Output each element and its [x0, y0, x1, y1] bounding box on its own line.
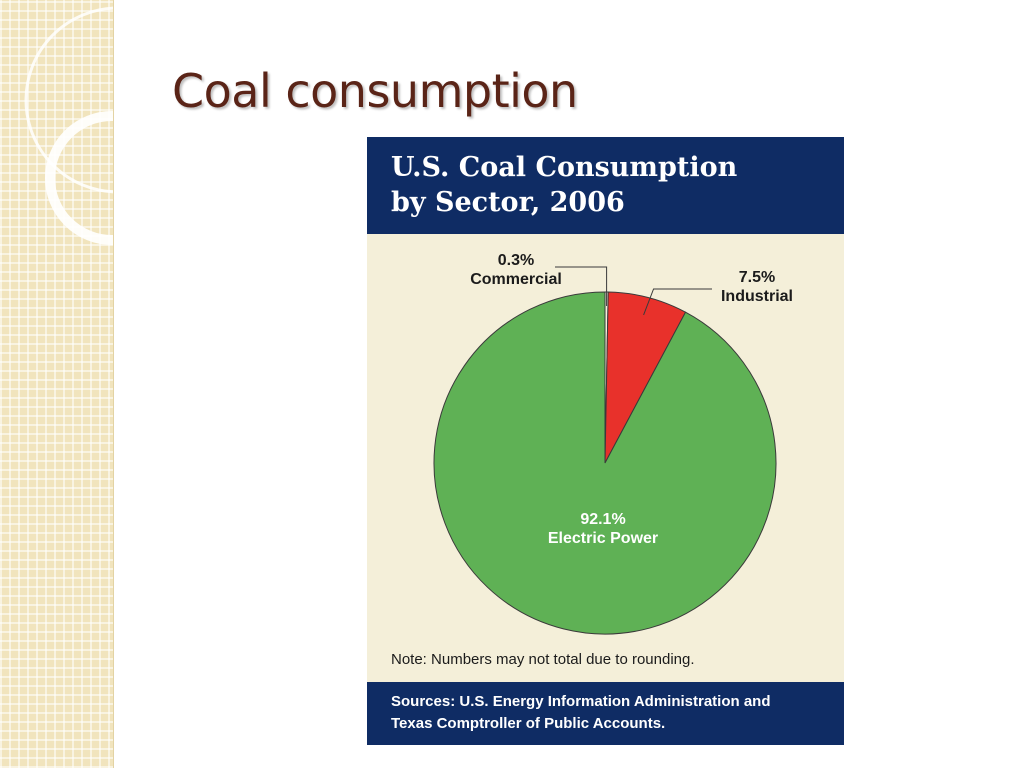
pie-plot-area: 0.3% Commercial 7.5% Industrial 92.1% Electri… [367, 234, 844, 681]
chart-sources: Sources: U.S. Energy Information Adminis… [391, 691, 771, 735]
chart-footer: Sources: U.S. Energy Information Adminis… [367, 682, 844, 745]
commercial-leader-line [555, 266, 608, 307]
slide-title: Coal consumption [172, 64, 578, 118]
chart-title-line-1: U.S. Coal Consumption [391, 152, 738, 183]
decorative-circles [24, 6, 113, 245]
sources-line-1: Sources: U.S. Energy Information Adminis… [391, 693, 771, 710]
label-commercial: 0.3% Commercial [470, 252, 562, 288]
decorative-sidebar [0, 0, 114, 768]
sources-line-2: Texas Comptroller of Public Accounts. [391, 715, 666, 732]
chart-title: U.S. Coal Consumption by Sector, 2006 [391, 150, 737, 220]
chart-figure: U.S. Coal Consumption by Sector, 2006 0.… [367, 137, 844, 745]
pie-chart: 0.3% Commercial 7.5% Industrial 92.1% Electri… [433, 252, 793, 635]
chart-title-line-2: by Sector, 2006 [391, 187, 625, 218]
label-electric-power: 92.1% Electric Power [548, 511, 658, 547]
chart-header: U.S. Coal Consumption by Sector, 2006 [367, 137, 844, 234]
pie-slice-electric-power [433, 291, 777, 635]
industrial-leader-line [643, 288, 712, 316]
chart-note: Note: Numbers may not total due to round… [391, 651, 695, 668]
label-industrial: 7.5% Industrial [721, 269, 793, 305]
